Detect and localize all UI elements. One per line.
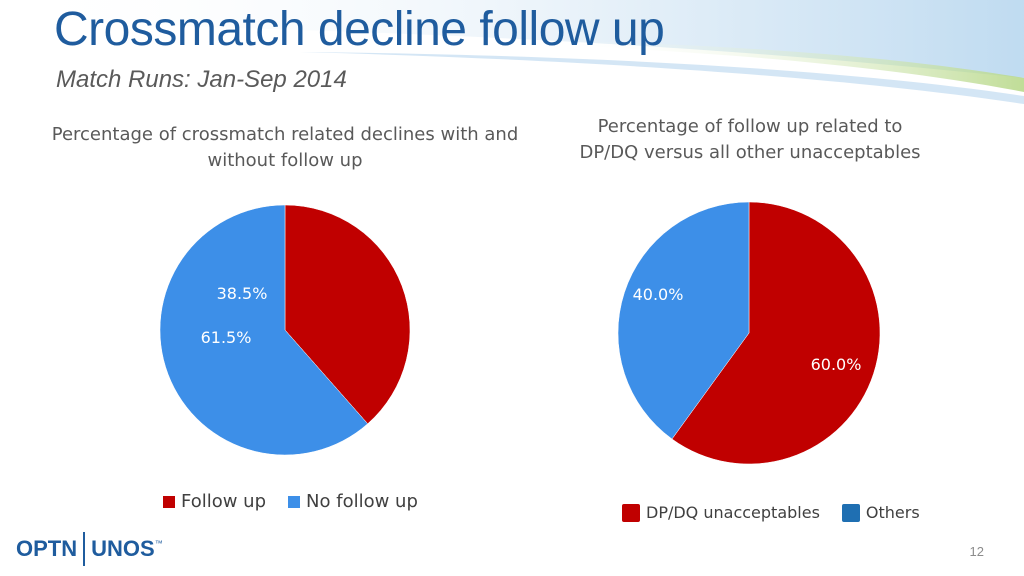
- right-chart-title: Percentage of follow up related to DP/DQ…: [560, 114, 940, 166]
- legend-swatch-dpdq: [622, 503, 640, 522]
- legend-item-others: Others: [841, 503, 920, 522]
- data-label-others: 40.0%: [633, 285, 684, 304]
- logo-trademark: ™: [154, 539, 163, 548]
- legend-swatch-follow-up: [163, 495, 175, 508]
- pie-slice-others: [617, 201, 750, 440]
- left-chart-title-line-2: without follow up: [207, 150, 363, 171]
- left-chart-legend: Follow up No follow up: [163, 491, 440, 512]
- legend-label-follow-up: Follow up: [181, 491, 267, 512]
- header-swoosh: [0, 0, 1024, 104]
- legend-item-dpdq: DP/DQ unacceptables: [622, 503, 820, 522]
- slide-number: 12: [969, 544, 984, 559]
- slide-subtitle: Match Runs: Jan-Sep 2014: [56, 66, 347, 93]
- logo-unos-text: UNOS: [91, 536, 155, 561]
- data-label-dp-dq-unacceptables: 60.0%: [811, 355, 862, 374]
- pie-slice-follow-up: [284, 204, 411, 425]
- right-chart-title-line-2: DP/DQ versus all other unacceptables: [579, 142, 921, 163]
- legend-swatch-others: [841, 503, 860, 522]
- right-pie-chart: 60.0% 40.0%: [617, 201, 881, 465]
- left-chart-title: Percentage of crossmatch related decline…: [40, 122, 530, 174]
- logo-optn-text: OPTN: [16, 536, 78, 561]
- right-chart-title-line-1: Percentage of follow up related to: [597, 116, 903, 137]
- slide-title: Crossmatch decline follow up: [54, 3, 665, 56]
- data-label-no-follow-up: 61.5%: [201, 328, 252, 347]
- left-pie-chart: 38.5% 61.5%: [159, 204, 411, 456]
- pie-slice-dp-dq-unacceptables: [671, 201, 881, 465]
- legend-label-dpdq: DP/DQ unacceptables: [646, 503, 820, 522]
- optn-unos-logo: OPTN UNOS ™: [16, 531, 163, 567]
- legend-item-follow-up: Follow up: [163, 491, 266, 512]
- legend-item-no-follow-up: No follow up: [288, 491, 418, 512]
- right-chart-legend: DP/DQ unacceptables Others: [622, 503, 942, 522]
- pie-slice-no-follow-up: [159, 204, 369, 456]
- logo-divider: [83, 532, 86, 566]
- legend-swatch-no-follow-up: [288, 495, 301, 508]
- legend-label-others: Others: [865, 503, 920, 522]
- legend-label-no-follow-up: No follow up: [306, 491, 418, 512]
- data-label-follow-up: 38.5%: [217, 284, 268, 303]
- left-chart-title-line-1: Percentage of crossmatch related decline…: [51, 124, 519, 145]
